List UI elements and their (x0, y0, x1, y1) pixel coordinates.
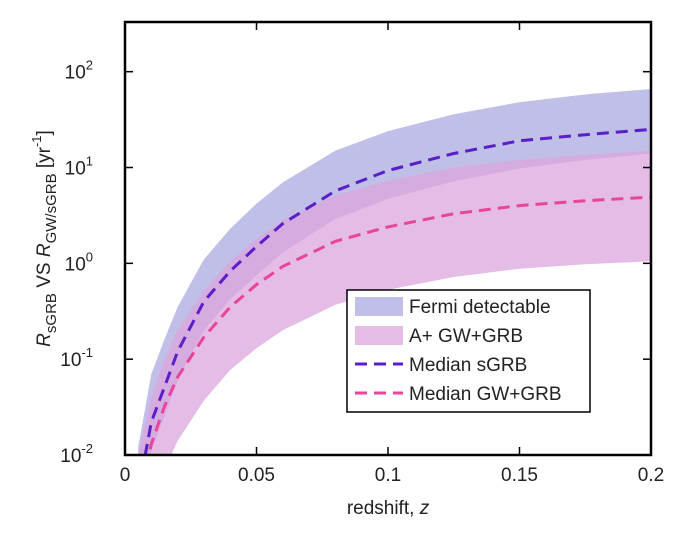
y-tick-exponent: 2 (86, 58, 93, 73)
label-part: redshift, (347, 498, 420, 519)
legend-label: Fermi detectable (409, 297, 551, 318)
label-part: R (34, 333, 55, 347)
y-tick-label: 102 (65, 58, 93, 84)
x-tick-label: 0.2 (638, 465, 664, 486)
x-tick-label: 0.1 (375, 465, 401, 486)
legend-swatch (355, 297, 403, 316)
label-part: [yr (34, 146, 55, 173)
y-tick-label: 10-1 (60, 345, 93, 371)
legend-swatch (355, 326, 403, 345)
label-part: z (419, 498, 430, 519)
y-tick-label: 100 (65, 249, 93, 275)
x-tick-label: 0.05 (238, 465, 275, 486)
x-tick-label: 0.15 (501, 465, 538, 486)
y-tick-exponent: -2 (81, 441, 93, 456)
label-part: ] (34, 130, 55, 135)
y-tick-base: 10 (60, 446, 81, 467)
median-line (147, 195, 651, 455)
legend-label: Median sGRB (409, 355, 527, 376)
x-tick-label: 0 (120, 465, 131, 486)
y-tick-exponent: 1 (86, 154, 93, 169)
x-axis-label: redshift, z (347, 498, 430, 519)
y-tick-label: 101 (65, 154, 93, 180)
y-tick-base: 10 (65, 159, 86, 180)
y-tick-exponent: -1 (81, 345, 93, 360)
label-part: sGRB (43, 293, 60, 333)
y-tick-base: 10 (60, 350, 81, 371)
band (138, 150, 651, 455)
y-axis-label: RsGRB VS RGW/sGRB [yr-1] (29, 130, 60, 347)
label-part: R (34, 243, 55, 257)
plot-area (138, 89, 651, 455)
legend-label: Median GW+GRB (409, 384, 562, 405)
label-part: VS (34, 257, 55, 293)
median-line (143, 127, 651, 455)
y-tick-base: 10 (65, 254, 86, 275)
y-tick-base: 10 (65, 63, 86, 84)
label-part: GW/sGRB (43, 173, 60, 243)
y-tick-label: 10-2 (60, 441, 93, 467)
y-tick-exponent: 0 (86, 249, 93, 264)
legend-label: A+ GW+GRB (409, 326, 523, 347)
label-part: -1 (29, 135, 44, 147)
